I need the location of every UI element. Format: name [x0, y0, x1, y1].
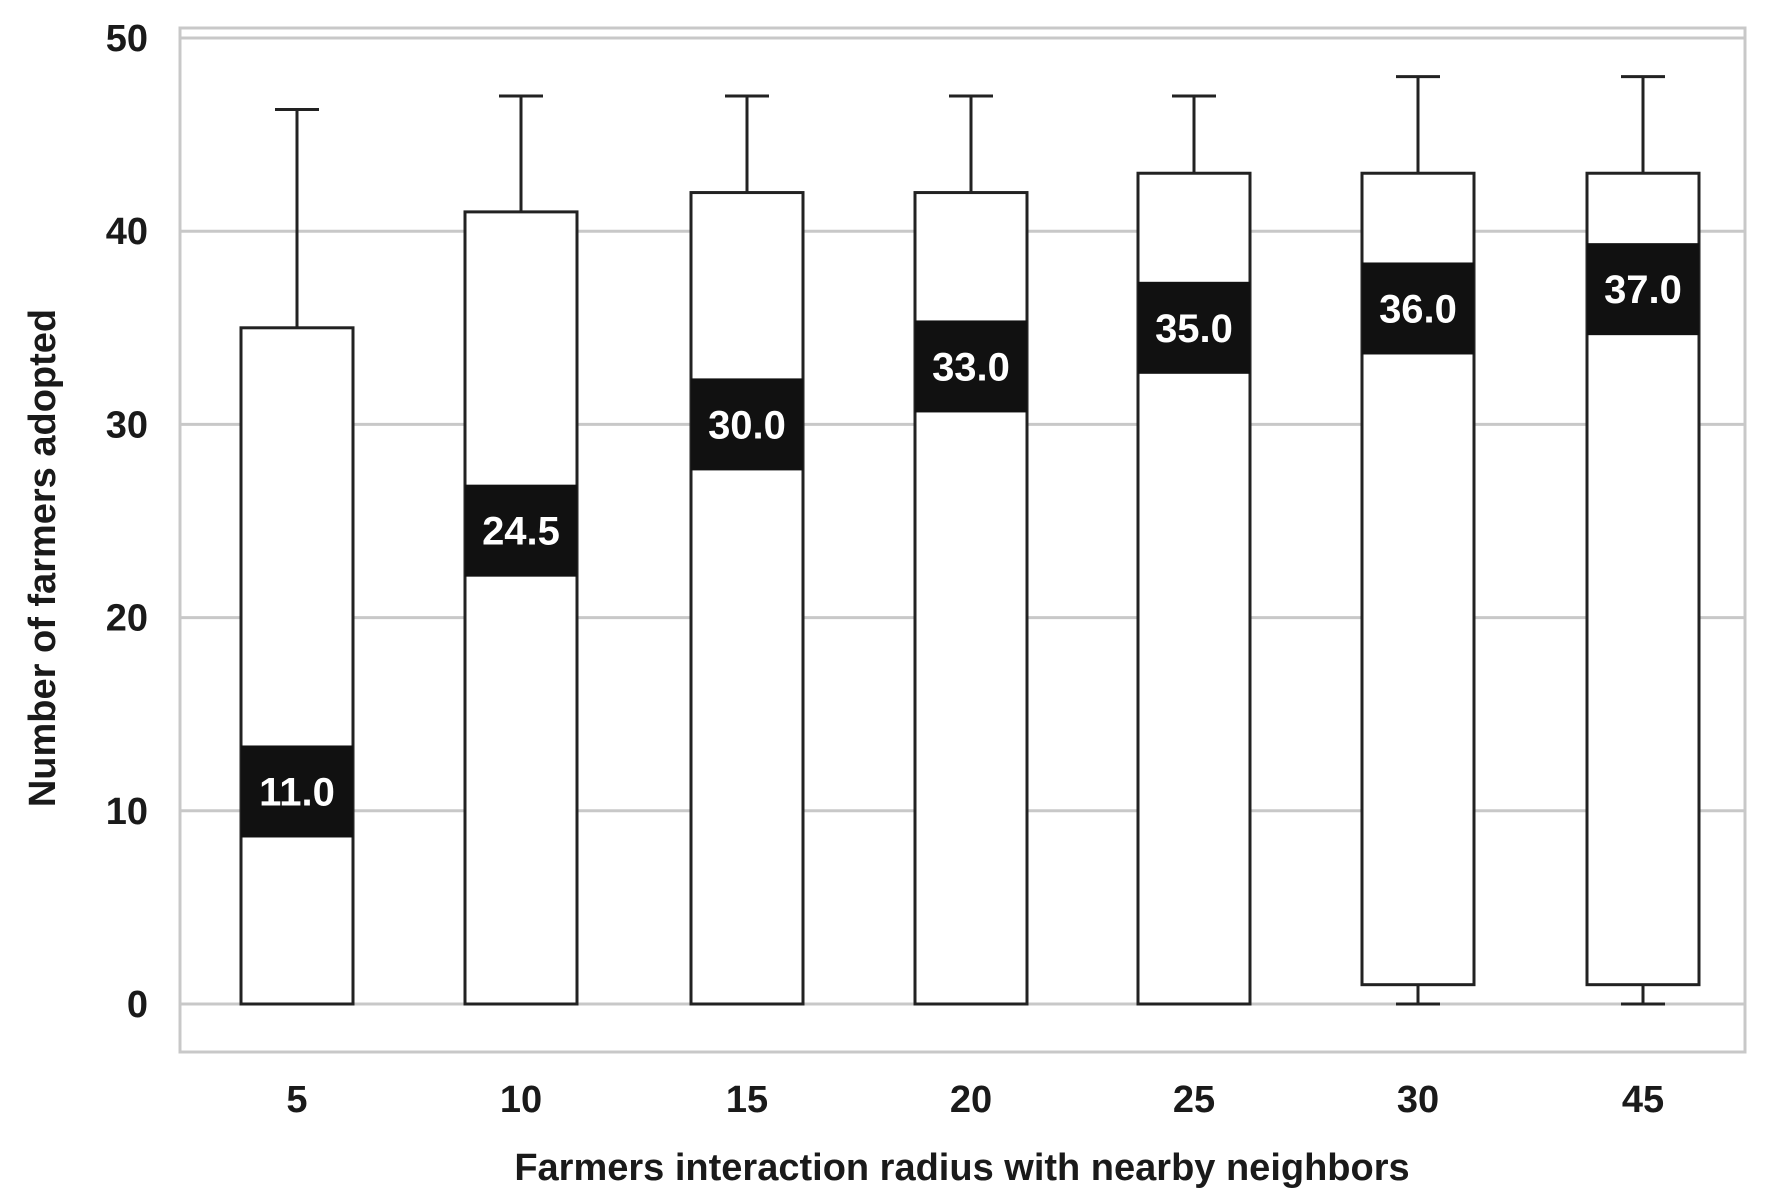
y-axis-title: Number of farmers adopted [22, 309, 64, 807]
y-tick-label: 30 [106, 404, 148, 446]
x-tick-label: 25 [1173, 1079, 1215, 1121]
median-band [241, 745, 353, 838]
plot-frame [178, 26, 1747, 1054]
x-tick-label: 5 [286, 1079, 307, 1121]
median-label: 37.0 [1604, 268, 1682, 312]
median-band [1362, 262, 1474, 355]
box-45: 37.0 [1585, 75, 1701, 1006]
median-label: 30.0 [708, 403, 786, 447]
x-tick-label: 20 [950, 1079, 992, 1121]
box-iqr [913, 191, 1029, 1006]
boxes: 11.0 24.5 30.0 33.0 35.0 36.0 37.0 [239, 75, 1701, 1006]
median-band [465, 484, 577, 577]
x-tick-label: 30 [1397, 1079, 1439, 1121]
box-5: 11.0 [239, 107, 355, 1006]
x-tick-label: 10 [500, 1079, 542, 1121]
box-10: 24.5 [463, 94, 579, 1006]
x-tick-label: 15 [726, 1079, 768, 1121]
median-label: 24.5 [482, 510, 560, 554]
box-20: 33.0 [913, 94, 1029, 1006]
median-label: 11.0 [259, 770, 335, 814]
y-tick-label: 50 [106, 18, 148, 60]
box-25: 35.0 [1136, 94, 1252, 1006]
y-tick-label: 40 [106, 211, 148, 253]
box-30: 36.0 [1360, 75, 1476, 1006]
box-iqr [463, 210, 579, 1006]
median-band [1138, 281, 1250, 374]
box-iqr [689, 191, 805, 1006]
x-axis-title: Farmers interaction radius with nearby n… [514, 1147, 1409, 1189]
median-label: 36.0 [1379, 287, 1457, 331]
median-band [915, 320, 1027, 413]
x-tick-label: 45 [1622, 1079, 1664, 1121]
median-label: 35.0 [1155, 307, 1233, 351]
y-tick-label: 0 [127, 984, 148, 1026]
y-tick-label: 20 [106, 598, 148, 640]
y-axis-ticks: 0 10 20 30 40 50 [106, 18, 148, 1026]
median-band [1587, 243, 1699, 336]
box-iqr [239, 326, 355, 1006]
box-15: 30.0 [689, 94, 805, 1006]
y-tick-label: 10 [106, 791, 148, 833]
median-band [691, 378, 803, 471]
median-label: 33.0 [932, 345, 1010, 389]
x-axis-ticks: 5 10 15 20 25 30 45 [286, 1079, 1664, 1121]
